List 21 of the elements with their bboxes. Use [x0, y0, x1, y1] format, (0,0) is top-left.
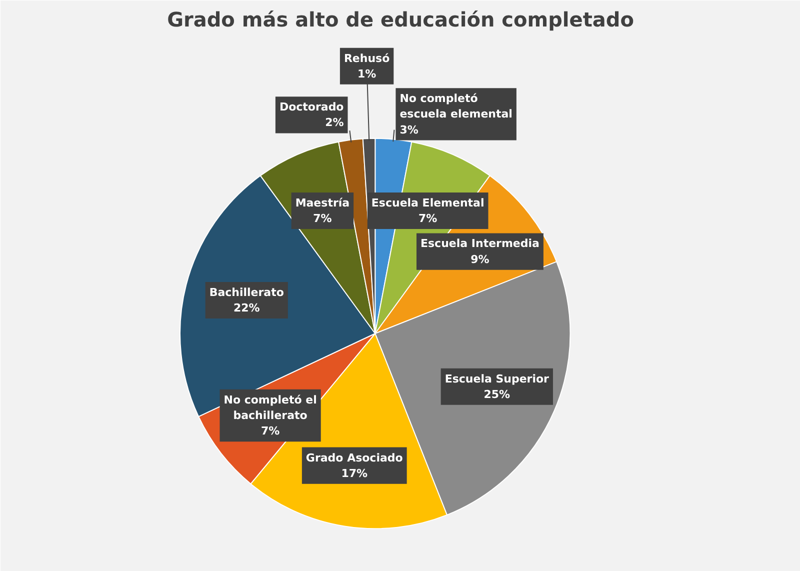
slice-label: Doctorado: [279, 100, 344, 114]
slice-label: Escuela Intermedia: [420, 237, 540, 250]
slice-label: Bachillerato: [209, 286, 284, 299]
slice-label: No completó el bachillerato: [224, 393, 317, 422]
data-label: 7%: [260, 424, 280, 438]
chart-title: Grado más alto de educación completado: [167, 8, 634, 32]
slice-label: Rehusó: [344, 52, 390, 65]
data-label: 3%: [400, 123, 418, 136]
data-label: 9%: [470, 252, 490, 266]
slice-label: No completó escuela elemental: [400, 92, 512, 121]
data-label: 2%: [325, 116, 344, 130]
data-label: 17%: [341, 466, 368, 480]
data-label: 7%: [418, 212, 438, 226]
slice-label: Grado Asociado: [306, 451, 404, 464]
slice-label: Escuela Elemental: [371, 196, 484, 210]
data-label: 7%: [313, 212, 332, 226]
slice-label: Escuela Superior: [444, 372, 550, 386]
slice-label: Maestría: [295, 196, 350, 210]
data-label: 1%: [357, 67, 376, 80]
data-label: 25%: [484, 388, 510, 401]
data-label: 22%: [233, 302, 260, 315]
